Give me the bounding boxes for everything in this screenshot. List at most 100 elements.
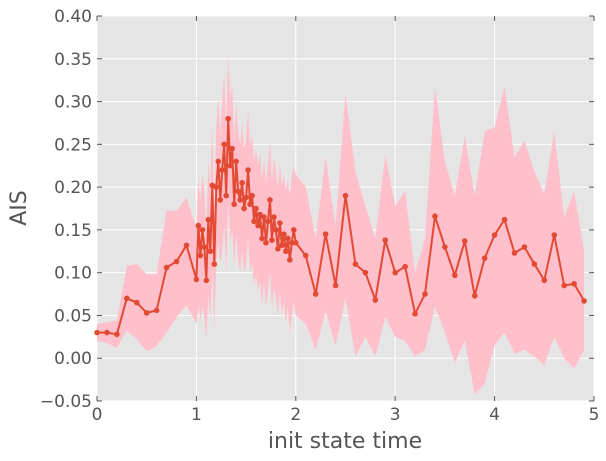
data-point <box>199 227 206 233</box>
data-point <box>207 248 214 255</box>
data-point <box>259 235 265 242</box>
data-point <box>289 239 295 246</box>
x-tick-label: 1 <box>191 405 202 425</box>
data-point <box>283 248 289 255</box>
data-point <box>163 264 170 271</box>
data-point <box>312 291 319 297</box>
y-tick-label: 0.00 <box>54 349 92 369</box>
data-point <box>239 180 245 186</box>
data-point <box>342 192 349 199</box>
data-point <box>422 291 428 297</box>
y-tick-label: 0.35 <box>54 50 92 70</box>
data-point <box>201 244 208 250</box>
series-line <box>97 118 585 336</box>
data-point <box>281 231 287 237</box>
data-point <box>442 244 448 250</box>
data-point <box>392 269 399 276</box>
data-point <box>263 239 269 246</box>
data-point <box>241 205 247 212</box>
data-point <box>571 280 577 287</box>
data-point <box>221 141 228 148</box>
data-point <box>412 310 418 317</box>
data-point <box>215 158 222 165</box>
y-tick-label: 0.40 <box>54 7 92 27</box>
y-tick-label: 0.10 <box>54 264 92 284</box>
data-point <box>352 261 359 267</box>
y-tick-label: −0.05 <box>40 392 92 412</box>
tick-labels: 0 1 2 3 4 5 −0.05 0.00 0.05 0.10 0.15 0.20 0.25 0.30 0… <box>40 7 600 425</box>
data-point <box>432 213 438 219</box>
data-point <box>261 214 267 220</box>
confidence-band <box>97 54 585 395</box>
data-point <box>193 276 200 283</box>
data-point <box>372 297 379 303</box>
data-point <box>291 227 297 233</box>
data-point <box>223 192 230 199</box>
data-point <box>153 307 160 314</box>
data-point <box>94 329 100 336</box>
data-point <box>461 238 468 244</box>
data-point <box>471 292 478 299</box>
y-axis-label: AIS <box>7 190 32 226</box>
x-axis-label: init state time <box>268 429 422 454</box>
data-point <box>124 295 130 302</box>
data-point <box>173 258 180 265</box>
data-point <box>183 242 190 249</box>
data-point <box>245 167 251 173</box>
data-point <box>269 237 275 243</box>
ticks <box>96 15 595 402</box>
data-point <box>332 282 339 289</box>
data-point <box>551 232 558 238</box>
data-point <box>271 214 277 220</box>
data-point <box>205 216 212 223</box>
y-tick-label: 0.20 <box>54 178 92 198</box>
data-point <box>249 192 255 199</box>
data-point <box>273 227 279 233</box>
data-point <box>285 235 291 242</box>
x-tick-label: 3 <box>390 405 401 425</box>
data-point <box>197 252 204 259</box>
data-point <box>247 201 253 208</box>
data-point <box>243 194 249 201</box>
data-point <box>225 115 232 122</box>
data-point <box>213 184 220 190</box>
data-point <box>237 197 243 203</box>
data-point <box>541 277 548 284</box>
data-point <box>257 211 263 218</box>
data-point <box>251 218 257 225</box>
data-point <box>511 250 518 256</box>
x-tick-label: 2 <box>290 405 301 425</box>
x-tick-label: 5 <box>589 405 600 425</box>
data-point <box>231 201 237 208</box>
data-point <box>195 222 202 229</box>
data-point <box>581 298 587 304</box>
data-point <box>561 282 567 289</box>
data-point <box>322 231 329 237</box>
data-point <box>302 252 309 259</box>
data-point <box>279 242 285 249</box>
y-tick-label: 0.25 <box>54 135 92 155</box>
data-point <box>362 269 369 276</box>
data-point <box>104 329 110 336</box>
data-point <box>382 237 389 243</box>
data-point <box>143 310 150 316</box>
data-point <box>491 232 498 238</box>
data-point <box>255 222 261 229</box>
data-point <box>275 245 281 252</box>
data-point <box>253 205 259 212</box>
data-point <box>521 244 528 250</box>
data-point <box>293 239 299 246</box>
data-point <box>217 197 224 203</box>
data-point <box>133 299 140 306</box>
data-points <box>94 115 587 338</box>
data-point <box>211 261 218 267</box>
data-point <box>227 162 233 169</box>
data-point <box>531 261 538 267</box>
data-point <box>114 331 120 338</box>
data-point <box>287 257 293 263</box>
y-tick-label: 0.15 <box>54 221 92 241</box>
data-point <box>267 197 273 203</box>
data-point <box>481 255 488 261</box>
data-point <box>452 272 458 279</box>
